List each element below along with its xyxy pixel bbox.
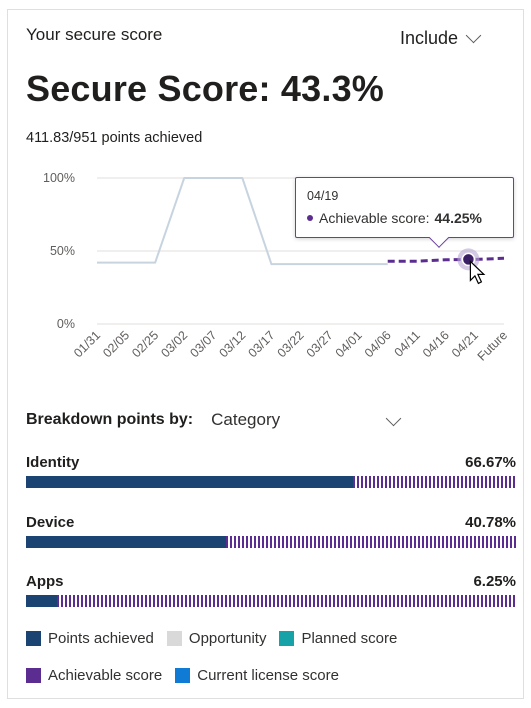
category-name: Device: [26, 514, 75, 531]
mouse-cursor-icon: [469, 259, 486, 285]
bar-points-achieved: [26, 536, 226, 548]
achievable-score-line: [387, 256, 505, 263]
legend-swatch: [175, 667, 191, 683]
legend-swatch: [26, 667, 41, 683]
x-tick-label: 02/25: [129, 328, 161, 360]
x-tick-label: 03/12: [216, 328, 248, 360]
tooltip-date: 04/19: [307, 189, 339, 203]
category-percent: 66.67%: [465, 454, 516, 471]
legend-item-current-license-score[interactable]: Current license score: [175, 667, 339, 684]
x-tick-label: 03/07: [187, 328, 219, 360]
legend-item-opportunity[interactable]: Opportunity: [166, 629, 267, 647]
category-progress-bar: [26, 595, 516, 607]
legend-label: Points achieved: [48, 629, 154, 647]
breakdown-value: Category: [211, 410, 281, 429]
category-percent: 6.25%: [473, 573, 516, 590]
x-tick-label: Future: [475, 328, 510, 363]
y-tick-label: 100%: [43, 171, 75, 185]
x-tick-label: 04/11: [392, 328, 423, 359]
x-tick-label: 03/02: [158, 328, 190, 360]
secure-score-chart: 100%50%0%01/3102/0502/2503/0203/0703/120…: [43, 171, 510, 364]
chart-legend: Points achieved Opportunity Planned scor…: [26, 628, 410, 685]
include-label: Include: [400, 28, 459, 48]
x-tick-label: 03/17: [246, 328, 278, 360]
y-tick-label: 50%: [50, 244, 75, 258]
bar-achievable-score: [225, 536, 516, 548]
category-name: Identity: [26, 454, 80, 471]
secure-score-headline: Secure Score: 43.3%: [26, 68, 384, 109]
bar-achievable-score: [56, 595, 516, 607]
legend-item-planned-score[interactable]: Planned score: [279, 630, 397, 647]
x-tick-label: 04/01: [333, 328, 365, 360]
x-tick-label: 01/31: [71, 328, 103, 360]
legend-swatch: [166, 630, 182, 646]
y-tick-label: 0%: [57, 317, 75, 331]
include-dropdown[interactable]: Include: [400, 27, 482, 49]
legend-label: Current license score: [197, 666, 339, 684]
tooltip-label: Achievable score:: [319, 210, 430, 226]
category-progress-bar: [26, 536, 516, 548]
x-tick-label: 03/27: [304, 328, 336, 360]
bar-points-achieved: [26, 595, 57, 607]
secure-score-line: [97, 177, 388, 266]
tooltip-dot-icon: [307, 215, 313, 221]
legend-item-achievable-score[interactable]: Achievable score: [26, 667, 162, 684]
tooltip-value: 44.25%: [434, 210, 482, 226]
bar-achievable-score: [352, 476, 516, 488]
breakdown-selector[interactable]: Breakdown points by: Category: [26, 410, 402, 430]
legend-swatch: [26, 630, 41, 646]
x-tick-label: 04/06: [362, 328, 394, 360]
secure-score-card: Your secure score Include Secure Score: …: [7, 9, 524, 699]
x-tick-label: 04/16: [420, 328, 452, 360]
category-percent: 40.78%: [465, 514, 516, 531]
legend-label: Opportunity: [188, 629, 267, 647]
legend-label: Planned score: [301, 629, 398, 647]
legend-item-points-achieved[interactable]: Points achieved: [26, 630, 154, 647]
x-tick-label: 03/22: [275, 328, 307, 360]
x-tick-label: 02/05: [100, 328, 132, 360]
legend-swatch: [279, 630, 295, 646]
breakdown-label: Breakdown points by:: [26, 411, 194, 428]
points-achieved-text: 411.83/951 points achieved: [26, 130, 203, 146]
card-title: Your secure score: [26, 25, 163, 44]
category-name: Apps: [26, 573, 64, 590]
chevron-down-icon: [465, 27, 482, 44]
chart-tooltip: 04/19 Achievable score: 44.25%: [295, 177, 514, 238]
bar-points-achieved: [26, 476, 353, 488]
legend-label: Achievable score: [48, 666, 163, 684]
category-progress-bar: [26, 476, 516, 488]
chevron-down-icon: [385, 410, 402, 427]
